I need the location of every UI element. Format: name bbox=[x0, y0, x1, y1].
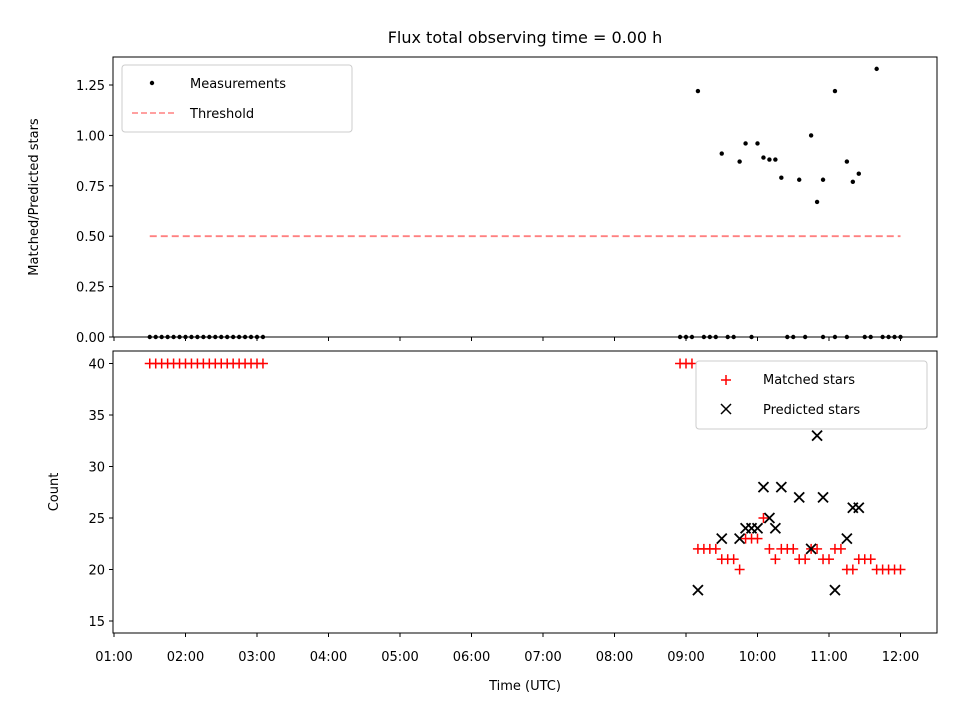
x-tick-label: 05:00 bbox=[381, 650, 418, 665]
top-panel: 0.00 0.25 0.50 0.75 1.00 1.25 Matched/Predict… bbox=[27, 56, 938, 346]
measurement-point bbox=[797, 177, 802, 182]
x-tick-label: 03:00 bbox=[238, 650, 275, 665]
predicted-star-marker bbox=[769, 522, 782, 534]
chart-title: Flux total observing time = 0.00 h bbox=[388, 28, 663, 47]
bottom-legend: Matched stars Predicted stars bbox=[695, 360, 928, 430]
predicted-star-marker bbox=[841, 532, 853, 545]
x-tick-label: 08:00 bbox=[596, 650, 633, 665]
x-tick-label: 10:00 bbox=[739, 650, 776, 665]
matched-star-marker bbox=[752, 533, 763, 544]
measurement-point bbox=[743, 141, 748, 146]
x-axis-label: Time (UTC) bbox=[488, 679, 561, 694]
legend-predicted-marker bbox=[720, 403, 732, 415]
matched-star-marker bbox=[865, 554, 876, 565]
predicted-star-marker bbox=[793, 491, 805, 504]
measurement-point bbox=[695, 88, 701, 94]
measurement-point bbox=[767, 157, 772, 162]
legend-matched-label: Matched stars bbox=[763, 373, 855, 388]
top-y-ticks: 0.00 0.25 0.50 0.75 1.00 1.25 bbox=[76, 79, 113, 346]
bottom-y-tick-label: 35 bbox=[88, 409, 105, 424]
matched-star-marker bbox=[895, 564, 906, 575]
x-tick-label: 07:00 bbox=[524, 650, 561, 665]
matched-star-marker bbox=[788, 543, 799, 554]
legend-measurement-marker bbox=[149, 80, 155, 86]
top-x-ticks bbox=[113, 337, 901, 341]
bottom-legend-box bbox=[695, 360, 928, 430]
top-y-tick-label: 1.00 bbox=[76, 129, 105, 144]
measurement-point bbox=[850, 179, 856, 184]
matched-star-marker bbox=[728, 554, 739, 565]
top-y-tick-label: 0.50 bbox=[76, 230, 105, 245]
predicted-star-marker bbox=[805, 543, 817, 555]
measurement-point bbox=[779, 175, 784, 180]
matched-star-marker bbox=[847, 564, 858, 575]
legend-measurements-label: Measurements bbox=[190, 77, 286, 92]
legend-predicted-label: Predicted stars bbox=[763, 403, 860, 418]
measurement-point bbox=[761, 155, 766, 160]
matched-star-marker bbox=[764, 543, 775, 554]
predicted-star-marker bbox=[716, 532, 728, 545]
predicted-star-marker bbox=[775, 481, 787, 493]
matched-star-marker bbox=[710, 543, 721, 554]
predicted-star-marker bbox=[853, 502, 865, 514]
bottom-plot-area bbox=[144, 358, 906, 596]
measurement-point bbox=[820, 177, 826, 182]
x-tick-label: 11:00 bbox=[810, 650, 847, 665]
predicted-star-marker bbox=[763, 512, 776, 524]
measurement-point bbox=[808, 133, 814, 138]
matched-star-marker bbox=[800, 554, 811, 565]
predicted-star-marker bbox=[829, 584, 841, 596]
measurement-point bbox=[755, 141, 760, 146]
x-tick-label: 04:00 bbox=[310, 650, 347, 665]
matched-star-marker bbox=[812, 543, 823, 554]
bottom-panel: 15 20 25 30 35 40 01:00 02:00 03:00 04:00 05:00 06… bbox=[47, 350, 938, 694]
measurement-point bbox=[814, 199, 820, 205]
top-legend: Measurements Threshold bbox=[121, 64, 353, 133]
matched-star-marker bbox=[686, 358, 697, 369]
measurement-point bbox=[874, 66, 879, 72]
x-tick-label: 12:00 bbox=[882, 650, 919, 665]
top-axes-frame bbox=[112, 56, 938, 338]
bottom-y-tick-label: 40 bbox=[88, 358, 105, 373]
legend-matched-marker bbox=[721, 375, 731, 385]
matched-star-marker bbox=[257, 358, 268, 369]
bottom-y-tick-label: 15 bbox=[88, 615, 105, 630]
top-y-axis-label: Matched/Predicted stars bbox=[27, 118, 42, 276]
matched-star-marker bbox=[758, 513, 769, 523]
bottom-x-ticks: 01:00 02:00 03:00 04:00 05:00 06:00 07:00 08:00… bbox=[95, 633, 919, 665]
measurement-point bbox=[719, 151, 724, 156]
predicted-star-marker bbox=[751, 522, 764, 534]
top-legend-box bbox=[121, 64, 353, 133]
x-tick-label: 09:00 bbox=[667, 650, 704, 665]
legend-threshold-label: Threshold bbox=[189, 107, 254, 122]
measurement-point bbox=[737, 159, 742, 164]
matched-star-marker bbox=[770, 554, 781, 565]
measurement-point bbox=[773, 157, 778, 162]
measurement-point bbox=[844, 159, 850, 164]
x-tick-label: 06:00 bbox=[453, 650, 490, 665]
x-tick-label: 02:00 bbox=[167, 650, 204, 665]
bottom-y-tick-label: 20 bbox=[88, 564, 105, 579]
top-y-tick-label: 0.25 bbox=[76, 281, 105, 296]
predicted-star-marker bbox=[811, 429, 823, 442]
top-y-tick-label: 1.25 bbox=[76, 79, 105, 94]
predicted-star-marker bbox=[692, 584, 704, 596]
matched-star-marker bbox=[835, 543, 846, 554]
measurement-point bbox=[832, 88, 838, 94]
bottom-y-ticks: 15 20 25 30 35 40 bbox=[88, 358, 113, 630]
x-tick-label: 01:00 bbox=[95, 650, 132, 665]
predicted-star-marker bbox=[757, 481, 770, 493]
top-y-tick-label: 0.00 bbox=[76, 331, 105, 346]
matched-star-marker bbox=[824, 554, 834, 565]
measurement-point bbox=[856, 171, 861, 176]
bottom-axes-frame bbox=[112, 350, 938, 634]
predicted-star-marker bbox=[733, 532, 746, 545]
bottom-y-tick-label: 25 bbox=[88, 512, 105, 527]
bottom-y-tick-label: 30 bbox=[88, 461, 105, 476]
bottom-y-axis-label: Count bbox=[47, 473, 62, 512]
predicted-star-marker bbox=[817, 491, 829, 504]
matched-star-marker bbox=[734, 564, 745, 575]
top-y-tick-label: 0.75 bbox=[76, 180, 105, 195]
